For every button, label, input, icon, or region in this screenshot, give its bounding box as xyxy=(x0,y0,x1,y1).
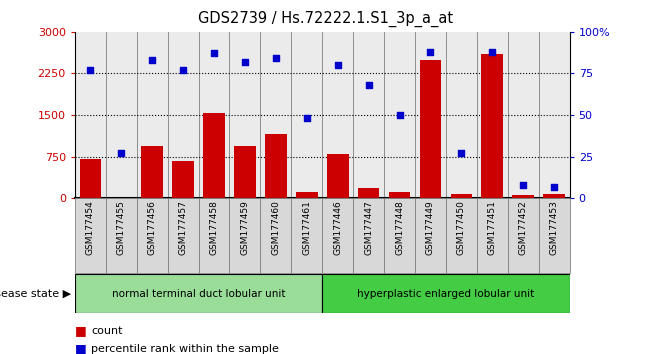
Bar xyxy=(544,194,565,198)
Text: GSM177460: GSM177460 xyxy=(271,200,281,255)
Text: GSM177453: GSM177453 xyxy=(549,200,559,255)
Text: ■: ■ xyxy=(75,342,87,354)
Bar xyxy=(141,145,163,198)
Text: GSM177446: GSM177446 xyxy=(333,200,342,255)
Bar xyxy=(203,113,225,198)
Point xyxy=(147,57,158,63)
Bar xyxy=(322,274,570,313)
Bar xyxy=(477,198,508,273)
Text: GSM177449: GSM177449 xyxy=(426,200,435,255)
Text: normal terminal duct lobular unit: normal terminal duct lobular unit xyxy=(112,289,285,299)
Bar xyxy=(327,154,348,198)
Bar xyxy=(358,188,380,198)
Text: GSM177461: GSM177461 xyxy=(302,200,311,255)
Point xyxy=(456,150,467,156)
Bar xyxy=(199,198,230,273)
Bar xyxy=(230,32,260,198)
Bar xyxy=(353,32,384,198)
Point xyxy=(240,59,250,65)
Text: GSM177448: GSM177448 xyxy=(395,200,404,255)
Bar xyxy=(482,54,503,198)
Text: GSM177450: GSM177450 xyxy=(457,200,466,255)
Bar xyxy=(75,198,105,273)
Text: GSM177451: GSM177451 xyxy=(488,200,497,255)
Bar xyxy=(292,198,322,273)
Text: GSM177454: GSM177454 xyxy=(86,200,95,255)
Text: GSM177459: GSM177459 xyxy=(240,200,249,255)
Bar xyxy=(322,198,353,273)
Point xyxy=(271,56,281,61)
Text: percentile rank within the sample: percentile rank within the sample xyxy=(91,344,279,354)
Bar xyxy=(260,198,292,273)
Point xyxy=(549,184,559,189)
Bar xyxy=(137,198,168,273)
Point xyxy=(518,182,529,188)
Point xyxy=(333,62,343,68)
Bar xyxy=(389,192,410,198)
Bar xyxy=(512,195,534,198)
Bar xyxy=(75,32,105,198)
Bar xyxy=(415,32,446,198)
Bar xyxy=(420,59,441,198)
Bar xyxy=(446,32,477,198)
Bar xyxy=(265,135,286,198)
Bar xyxy=(234,145,256,198)
Bar xyxy=(199,32,230,198)
Text: GSM177456: GSM177456 xyxy=(148,200,157,255)
Bar xyxy=(292,32,322,198)
Bar xyxy=(230,198,260,273)
Text: GSM177458: GSM177458 xyxy=(210,200,219,255)
Text: GSM177457: GSM177457 xyxy=(178,200,187,255)
Bar xyxy=(173,161,194,198)
Bar xyxy=(446,198,477,273)
Text: GSM177455: GSM177455 xyxy=(117,200,126,255)
Bar xyxy=(384,198,415,273)
Bar xyxy=(137,32,168,198)
Text: ■: ■ xyxy=(75,325,87,337)
Bar xyxy=(477,32,508,198)
Point xyxy=(178,67,188,73)
Point xyxy=(301,115,312,121)
Text: disease state ▶: disease state ▶ xyxy=(0,289,72,299)
Bar xyxy=(75,274,322,313)
Bar xyxy=(415,198,446,273)
Bar xyxy=(450,194,472,198)
Point xyxy=(487,49,497,55)
Bar xyxy=(168,198,199,273)
Bar xyxy=(539,32,570,198)
Point xyxy=(209,51,219,56)
Bar xyxy=(296,192,318,198)
Bar xyxy=(106,32,137,198)
Point xyxy=(363,82,374,88)
Bar xyxy=(508,32,539,198)
Text: hyperplastic enlarged lobular unit: hyperplastic enlarged lobular unit xyxy=(357,289,534,299)
Bar xyxy=(168,32,199,198)
Point xyxy=(425,49,436,55)
Text: GDS2739 / Hs.72222.1.S1_3p_a_at: GDS2739 / Hs.72222.1.S1_3p_a_at xyxy=(198,11,453,27)
Text: GSM177447: GSM177447 xyxy=(364,200,373,255)
Bar xyxy=(508,198,539,273)
Bar xyxy=(384,32,415,198)
Text: count: count xyxy=(91,326,122,336)
Bar xyxy=(260,32,292,198)
Bar xyxy=(105,198,137,273)
Bar xyxy=(79,159,101,198)
Bar xyxy=(322,32,353,198)
Point xyxy=(85,67,96,73)
Point xyxy=(395,112,405,118)
Text: GSM177452: GSM177452 xyxy=(519,200,528,255)
Point xyxy=(116,150,126,156)
Bar xyxy=(539,198,570,273)
Bar xyxy=(353,198,384,273)
